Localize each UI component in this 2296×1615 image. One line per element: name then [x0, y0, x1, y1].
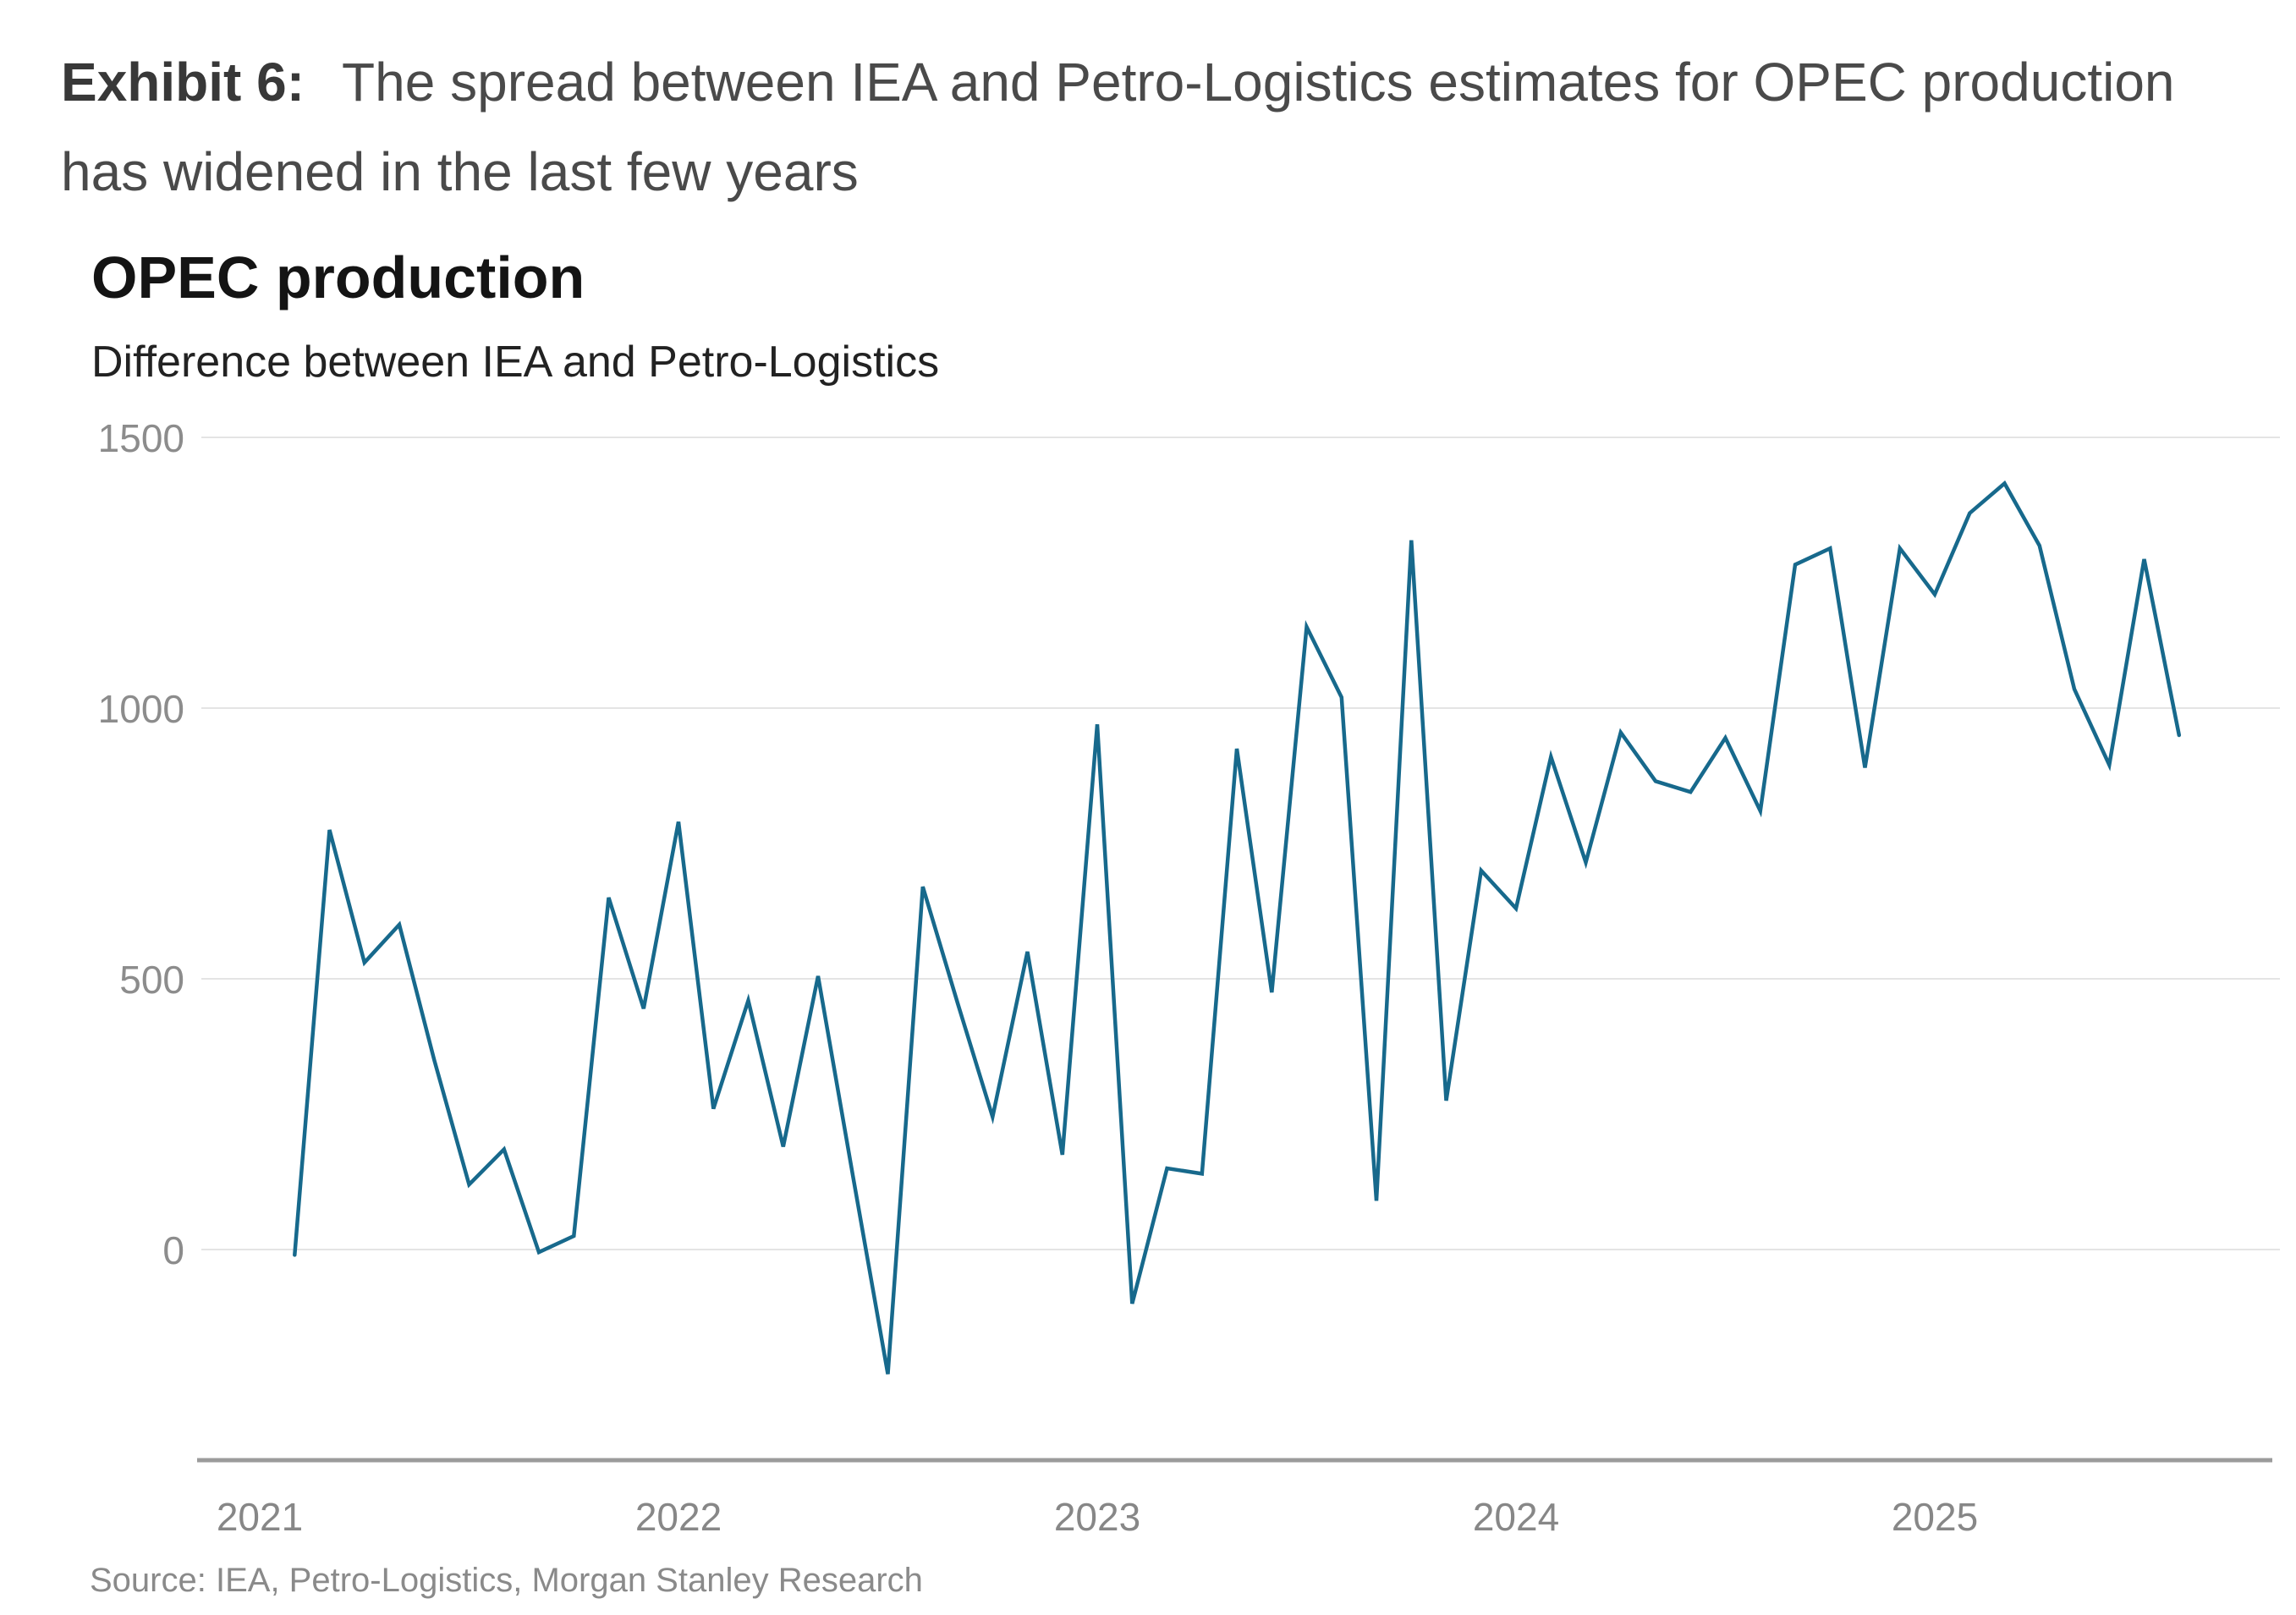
difference-series-line [293, 480, 2182, 1375]
chart-title: OPEC production [91, 244, 585, 310]
x-tick-label-2024: 2024 [1472, 1495, 1560, 1539]
exhibit-title-line1: The spread between IEA and Petro-Logisti… [342, 52, 2175, 113]
y-tick-label-1000: 1000 [97, 687, 184, 731]
y-tick-label-0: 0 [162, 1228, 184, 1272]
x-tick-label-2023: 2023 [1053, 1495, 1141, 1539]
x-tick-label-2022: 2022 [634, 1495, 722, 1539]
exhibit-number-label: Exhibit 6: [61, 52, 305, 113]
chart-subtitle: Difference between IEA and Petro-Logisti… [91, 338, 940, 387]
source-note: Source: IEA, Petro-Logistics, Morgan Sta… [90, 1562, 923, 1599]
y-tick-label-1500: 1500 [97, 416, 184, 460]
x-tick-label-2021: 2021 [216, 1495, 304, 1539]
x-tick-label-2025: 2025 [1891, 1495, 1979, 1539]
exhibit-title-line2: has widened in the last few years [61, 141, 859, 202]
exhibit-headline: Exhibit 6: The spread between IEA and Pet… [61, 37, 2294, 217]
y-tick-label-500: 500 [119, 958, 184, 1002]
